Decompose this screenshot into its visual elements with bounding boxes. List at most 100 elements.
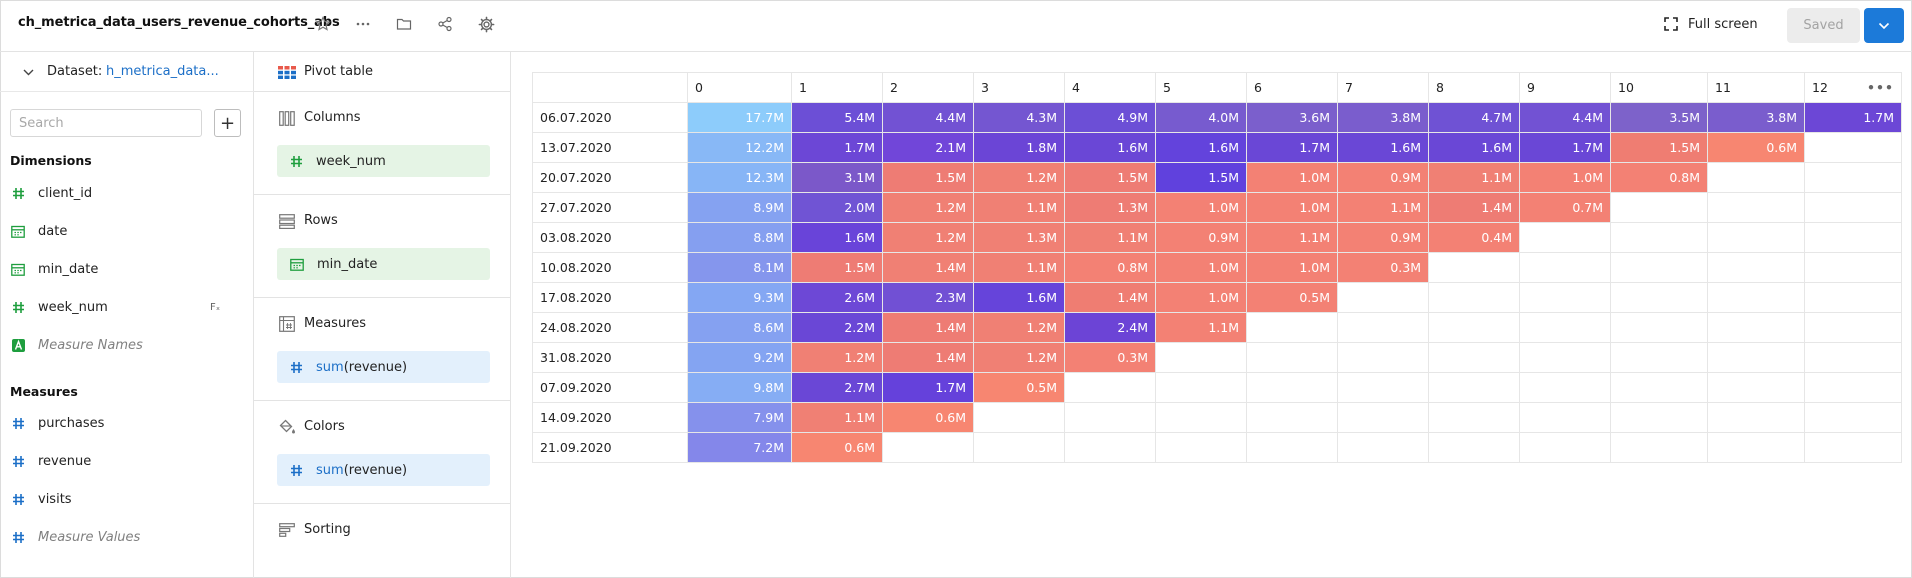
table-cell[interactable]: 2.6M (791, 282, 883, 313)
star-icon[interactable] (312, 13, 334, 35)
table-cell[interactable]: 1.0M (1246, 192, 1338, 223)
table-cell[interactable]: 1.5M (1610, 132, 1708, 163)
table-cell[interactable]: 3.8M (1337, 102, 1429, 133)
fullscreen-button[interactable]: Full screen (1664, 13, 1758, 35)
table-cell[interactable]: 2.0M (791, 192, 883, 223)
column-header[interactable]: 9 (1519, 72, 1611, 103)
table-cell[interactable]: 8.8M (687, 222, 792, 253)
table-cell[interactable]: 17.7M (687, 102, 792, 133)
settings-icon[interactable] (475, 13, 497, 35)
table-cell[interactable]: 0.5M (973, 372, 1065, 403)
table-cell[interactable]: 0.9M (1337, 162, 1429, 193)
table-cell[interactable]: 1.1M (973, 252, 1065, 283)
table-cell[interactable]: 1.0M (1246, 252, 1338, 283)
table-cell[interactable]: 9.8M (687, 372, 792, 403)
table-cell[interactable]: 0.8M (1064, 252, 1156, 283)
add-field-button[interactable]: + (214, 109, 241, 137)
table-cell[interactable]: 1.4M (882, 342, 974, 373)
measure-purchases[interactable]: purchases (10, 410, 245, 436)
table-cell[interactable]: 1.3M (973, 222, 1065, 253)
measure-revenue[interactable]: revenue (10, 448, 245, 474)
table-cell[interactable]: 7.9M (687, 402, 792, 433)
table-cell[interactable]: 2.2M (791, 312, 883, 343)
columns-field-chip[interactable]: week_num (277, 145, 490, 177)
search-input[interactable] (10, 109, 202, 137)
table-cell[interactable]: 1.1M (973, 192, 1065, 223)
table-cell[interactable]: 0.4M (1428, 222, 1520, 253)
column-header[interactable]: 3 (973, 72, 1065, 103)
table-cell[interactable]: 4.9M (1064, 102, 1156, 133)
table-cell[interactable]: 1.1M (1246, 222, 1338, 253)
dimension-client-id[interactable]: client_id (10, 180, 245, 206)
table-cell[interactable]: 1.0M (1246, 162, 1338, 193)
dimension-date[interactable]: date (10, 218, 245, 244)
column-header[interactable]: 2 (882, 72, 974, 103)
table-cell[interactable]: 0.7M (1519, 192, 1611, 223)
table-cell[interactable]: 3.5M (1610, 102, 1708, 133)
table-cell[interactable]: 1.4M (882, 252, 974, 283)
table-cell[interactable]: 1.2M (882, 192, 974, 223)
table-cell[interactable]: 2.3M (882, 282, 974, 313)
table-cell[interactable]: 8.9M (687, 192, 792, 223)
visualization-selector[interactable]: Pivot table (254, 52, 511, 92)
table-cell[interactable]: 1.4M (1428, 192, 1520, 223)
column-header[interactable]: 8 (1428, 72, 1520, 103)
table-cell[interactable]: 1.7M (882, 372, 974, 403)
column-header[interactable]: 1 (791, 72, 883, 103)
table-cell[interactable]: 0.8M (1610, 162, 1708, 193)
table-cell[interactable]: 1.2M (973, 312, 1065, 343)
colors-field-chip[interactable]: sum(revenue) (277, 454, 490, 486)
table-cell[interactable]: 1.0M (1519, 162, 1611, 193)
table-cell[interactable]: 1.3M (1064, 192, 1156, 223)
table-cell[interactable]: 1.7M (1804, 102, 1902, 133)
table-cell[interactable]: 2.1M (882, 132, 974, 163)
table-cell[interactable]: 1.6M (973, 282, 1065, 313)
table-cell[interactable]: 1.0M (1155, 192, 1247, 223)
table-cell[interactable]: 0.9M (1155, 222, 1247, 253)
table-cell[interactable]: 0.3M (1064, 342, 1156, 373)
table-cell[interactable]: 3.8M (1707, 102, 1805, 133)
table-cell[interactable]: 0.6M (1707, 132, 1805, 163)
table-cell[interactable]: 1.6M (791, 222, 883, 253)
folder-icon[interactable] (393, 13, 415, 35)
table-cell[interactable]: 4.4M (882, 102, 974, 133)
table-cell[interactable]: 1.6M (1337, 132, 1429, 163)
measure-measure-values[interactable]: Measure Values (10, 524, 245, 550)
table-cell[interactable]: 1.2M (973, 342, 1065, 373)
table-cell[interactable]: 1.4M (1064, 282, 1156, 313)
saved-button[interactable]: Saved (1787, 8, 1860, 43)
table-cell[interactable]: 4.4M (1519, 102, 1611, 133)
table-cell[interactable]: 0.6M (791, 432, 883, 463)
table-cell[interactable]: 1.0M (1155, 282, 1247, 313)
table-cell[interactable]: 1.1M (1155, 312, 1247, 343)
table-cell[interactable]: 9.3M (687, 282, 792, 313)
column-header[interactable]: 7 (1337, 72, 1429, 103)
column-header[interactable]: 10 (1610, 72, 1708, 103)
table-cell[interactable]: 1.2M (973, 162, 1065, 193)
column-header[interactable]: 0 (687, 72, 792, 103)
measure-visits[interactable]: visits (10, 486, 245, 512)
table-cell[interactable]: 1.7M (791, 132, 883, 163)
column-header[interactable]: 4 (1064, 72, 1156, 103)
table-cell[interactable]: 1.5M (1155, 162, 1247, 193)
dataset-selector[interactable]: Dataset: h_metrica_data... (0, 52, 254, 92)
table-cell[interactable]: 7.2M (687, 432, 792, 463)
table-cell[interactable]: 0.9M (1337, 222, 1429, 253)
table-cell[interactable]: 3.6M (1246, 102, 1338, 133)
column-header[interactable]: 6 (1246, 72, 1338, 103)
table-cell[interactable]: 1.1M (1064, 222, 1156, 253)
table-cell[interactable]: 12.2M (687, 132, 792, 163)
column-header[interactable]: 11 (1707, 72, 1805, 103)
table-cell[interactable]: 1.1M (1428, 162, 1520, 193)
save-options-dropdown[interactable] (1864, 8, 1904, 43)
table-cell[interactable]: 1.6M (1064, 132, 1156, 163)
column-header[interactable]: 12 ••• (1804, 72, 1902, 103)
table-cell[interactable]: 1.1M (1337, 192, 1429, 223)
table-cell[interactable]: 2.7M (791, 372, 883, 403)
dataset-name[interactable]: h_metrica_data... (106, 64, 219, 79)
dimension-measure-names[interactable]: Measure Names (10, 332, 245, 358)
table-cell[interactable]: 5.4M (791, 102, 883, 133)
table-cell[interactable]: 1.5M (1064, 162, 1156, 193)
table-cell[interactable]: 12.3M (687, 162, 792, 193)
table-cell[interactable]: 2.4M (1064, 312, 1156, 343)
